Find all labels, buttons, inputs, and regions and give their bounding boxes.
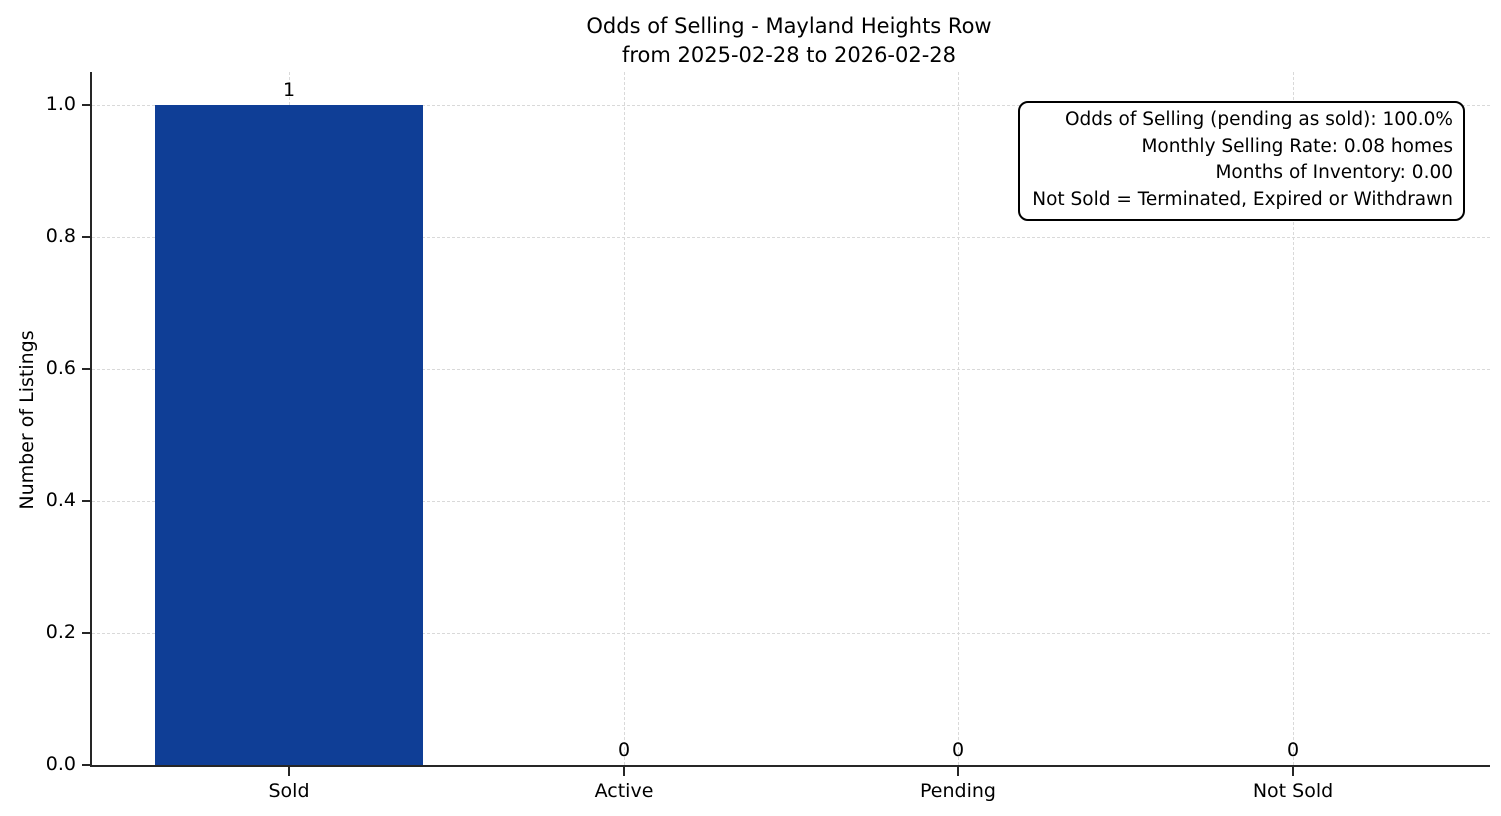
y-tick-label: 1.0	[45, 93, 76, 115]
h-gridline-0.2	[92, 633, 1490, 634]
bar	[155, 105, 423, 765]
v-gridline-not-sold	[1293, 72, 1294, 765]
bar-value-label: 0	[617, 739, 631, 761]
h-gridline-1.0	[92, 105, 1490, 106]
stats-line-odds: Odds of Selling (pending as sold): 100.0…	[1064, 109, 1453, 130]
h-gridline-0.4	[92, 501, 1490, 502]
chart-subtitle: from 2025-02-28 to 2026-02-28	[621, 43, 957, 67]
x-tick-label: Not Sold	[1252, 780, 1334, 802]
stats-line-inventory: Months of Inventory: 0.00	[1215, 162, 1453, 183]
bar-value-label: 1	[282, 79, 296, 101]
category-slot-active: 0 Active	[490, 72, 758, 802]
category-slot-not-sold: 0 Not Sold	[1159, 72, 1427, 802]
y-tick-mark	[82, 632, 92, 634]
y-tick-label: 0.0	[45, 753, 76, 775]
y-tick-mark	[82, 104, 92, 106]
chart-title-block: Odds of Selling - Mayland Heights Row fr…	[90, 12, 1488, 70]
v-gridline-pending	[958, 72, 959, 765]
x-tick-mark	[957, 767, 959, 776]
y-tick-label: 0.4	[45, 489, 76, 511]
h-gridline-0.8	[92, 237, 1490, 238]
y-tick-label: 0.6	[45, 357, 76, 379]
bar-value-label: 0	[951, 739, 965, 761]
h-gridline-0.6	[92, 369, 1490, 370]
plot-area: 0.0 0.2 0.4 0.6 0.8 1.0 1 Sold 0 Active …	[46, 72, 1490, 802]
x-tick-label: Pending	[920, 780, 996, 802]
category-slot-pending: 0 Pending	[824, 72, 1092, 802]
y-tick-label: 0.8	[45, 225, 76, 247]
y-tick-label: 0.2	[45, 621, 76, 643]
y-tick-mark	[82, 368, 92, 370]
category-slot-sold: 1 Sold	[155, 72, 423, 802]
stats-line-notsold: Not Sold = Terminated, Expired or Withdr…	[1032, 188, 1453, 210]
stats-line-rate: Monthly Selling Rate: 0.08 homes	[1141, 135, 1453, 157]
chart-title: Odds of Selling - Mayland Heights Row	[586, 14, 992, 38]
stats-annotation-box: Odds of Selling (pending as sold): 100.0…	[1018, 101, 1465, 221]
x-tick-label: Sold	[268, 780, 310, 802]
y-tick-mark	[82, 500, 92, 502]
y-tick-mark	[82, 236, 92, 238]
x-tick-mark	[1292, 767, 1294, 776]
x-tick-label: Active	[594, 780, 654, 802]
x-tick-mark	[288, 767, 290, 776]
bar-value-label: 0	[1286, 739, 1300, 761]
v-gridline-active	[624, 72, 625, 765]
y-tick-mark	[82, 764, 92, 766]
x-tick-mark	[623, 767, 625, 776]
